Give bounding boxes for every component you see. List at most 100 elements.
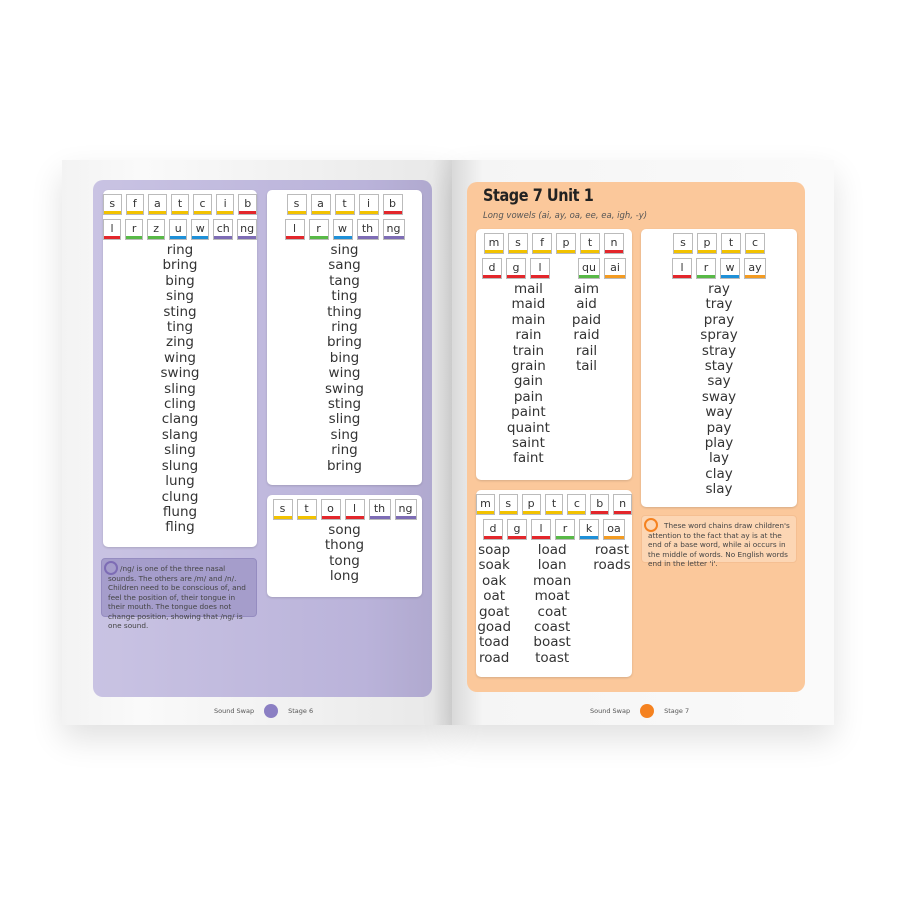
letter-tile: s [286, 194, 307, 215]
letter-tile: r [696, 258, 716, 279]
word-card: s f a t c i b l r z u w ch ng ring bring bing sing sting ti… [102, 190, 258, 547]
word-column: mail maid main rain train grain gain pain paint q… [506, 281, 550, 467]
letter-tile: m [484, 233, 504, 254]
word: faint [513, 450, 544, 467]
word-list: song thong tong long [267, 522, 422, 585]
word-column: sing sang tang ting thing ring bring bing wing sw… [325, 242, 364, 474]
word: aid [576, 296, 597, 313]
footer-book-title: Sound Swap [214, 707, 255, 715]
letter-tile: f [125, 194, 145, 215]
word: play [704, 435, 734, 452]
word: quaint [506, 419, 550, 436]
word: spray [700, 327, 738, 344]
page-subtitle: Long vowels (ai, ay, oa, ee, ea, igh, -y… [483, 211, 648, 221]
word: wing [328, 365, 361, 382]
letter-tile: l [344, 499, 365, 520]
word: slang [161, 426, 199, 443]
word: maid [511, 296, 546, 313]
footer-book-title: Sound Swap [590, 707, 631, 715]
word: sing [166, 288, 194, 305]
page-number-badge [264, 704, 279, 718]
word: thong [324, 537, 365, 554]
letter-tile: g [507, 519, 527, 540]
word: fling [165, 519, 195, 536]
word: sling [164, 442, 196, 459]
word-column: song thong tong long [324, 522, 365, 585]
letter-tile: p [556, 233, 576, 254]
letter-tile: d [483, 519, 503, 540]
word: pay [706, 419, 732, 436]
word: load [537, 542, 567, 558]
word: tang [329, 272, 360, 289]
word: raid [573, 327, 600, 344]
letter-tile: m [476, 494, 495, 515]
letter-tile: p [697, 233, 717, 254]
tile-row: l r w ay [641, 258, 797, 279]
letter-tile: r [125, 219, 144, 240]
word: saint [511, 435, 545, 452]
word: oak [482, 572, 507, 589]
word: coast [534, 619, 571, 636]
word: tail [575, 358, 598, 375]
letter-tile: f [532, 233, 552, 254]
word: swing [325, 380, 364, 397]
word: ring [331, 442, 358, 459]
word: cling [163, 396, 197, 413]
letter-tile: d [482, 258, 502, 279]
letter-tile: k [579, 519, 599, 540]
letter-tile: a [310, 194, 331, 215]
letter-tile: l [284, 219, 305, 240]
letter-tile: b [382, 194, 403, 215]
letter-tile: l [672, 258, 692, 279]
word: roads [593, 557, 631, 574]
letter-tile: t [170, 194, 190, 215]
letter-tile: b [238, 194, 258, 215]
word: toast [535, 649, 570, 666]
word: wing [164, 349, 196, 366]
letter-tile: t [544, 494, 564, 515]
word: oat [483, 588, 506, 605]
letter-tile: qu [578, 258, 600, 279]
right-footer: Sound Swap Stage 7 [590, 704, 689, 718]
word: aim [573, 281, 600, 297]
letter-tile: o [320, 499, 341, 520]
letter-tile: oa [603, 519, 625, 540]
left-footer: Sound Swap Stage 6 [214, 704, 313, 718]
word: song [328, 522, 361, 538]
word: main [511, 311, 546, 328]
letter-tile: n [604, 233, 624, 254]
word-column: load loan moan moat coat coast boast toast [533, 542, 571, 666]
page-number-badge [640, 704, 655, 718]
word: soak [478, 557, 510, 574]
note-text: These word chains draw children's attent… [648, 521, 790, 568]
letter-tile: w [332, 219, 353, 240]
footer-stage: Stage 6 [288, 707, 314, 715]
tile-row: s t o l th ng [267, 499, 422, 520]
word: say [707, 373, 731, 390]
word: way [705, 404, 733, 421]
word: slung [161, 457, 199, 474]
word: zing [166, 334, 194, 351]
word: long [329, 568, 360, 585]
letter-tile: c [745, 233, 765, 254]
letter-tile: r [308, 219, 329, 240]
word-list: sing sang tang ting thing ring bring bing wing sw… [267, 242, 422, 474]
letter-tile: th [368, 499, 391, 520]
word: sting [327, 396, 362, 413]
word: clung [161, 488, 199, 505]
word-list: ring bring bing sing sting ting zing wing swing s… [103, 242, 257, 536]
letter-tile: t [721, 233, 741, 254]
letter-tile: p [521, 494, 541, 515]
letter-tile: z [147, 219, 166, 240]
word: sing [330, 426, 359, 443]
word: ting [166, 319, 194, 336]
word: sing [330, 242, 359, 258]
word: goat [478, 603, 510, 620]
word: goad [477, 619, 512, 636]
tile-row: d g l r k oa [476, 519, 632, 540]
word: bing [165, 272, 195, 289]
word: sway [701, 388, 737, 405]
